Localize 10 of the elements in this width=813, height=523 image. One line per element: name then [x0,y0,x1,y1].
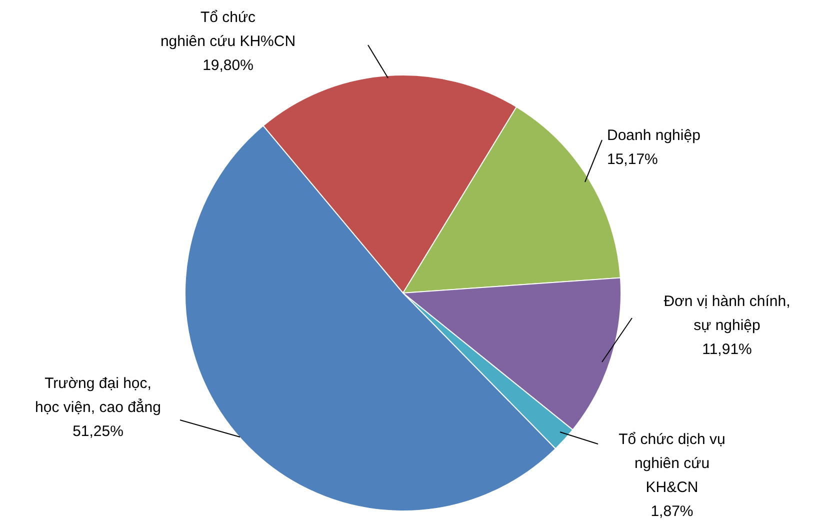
data-label: 51,25% [72,423,124,440]
slice-label: Doanh nghiệp [607,127,700,144]
slice-label: Đơn vị hành chính, sự nghiệp [664,293,790,334]
data-label: 11,91% [702,341,752,358]
data-label: 19,80% [202,57,254,74]
data-label: 1,87% [650,503,694,520]
slice-label: Tổ chức nghiên cứu KH%CN [160,9,296,50]
slice-label: Tổ chức dịch vụ nghiên cứu KH&CN [618,431,726,496]
data-label: 15,17% [607,151,658,168]
slice-label: Trường đại học, học viện, cao đẳng [35,375,161,416]
